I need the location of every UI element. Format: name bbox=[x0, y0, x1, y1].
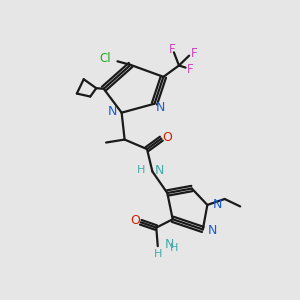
Text: F: F bbox=[190, 47, 197, 60]
Text: O: O bbox=[130, 214, 140, 227]
Text: F: F bbox=[187, 63, 194, 76]
Text: N: N bbox=[208, 224, 218, 237]
Text: H: H bbox=[170, 243, 179, 253]
Text: N: N bbox=[213, 198, 222, 211]
Text: Cl: Cl bbox=[99, 52, 111, 64]
Text: N: N bbox=[164, 238, 174, 251]
Text: N: N bbox=[108, 105, 117, 118]
Text: F: F bbox=[169, 43, 176, 56]
Text: N: N bbox=[156, 101, 165, 114]
Text: H: H bbox=[136, 165, 145, 175]
Text: O: O bbox=[162, 131, 172, 144]
Text: H: H bbox=[154, 249, 162, 259]
Text: N: N bbox=[155, 164, 164, 176]
